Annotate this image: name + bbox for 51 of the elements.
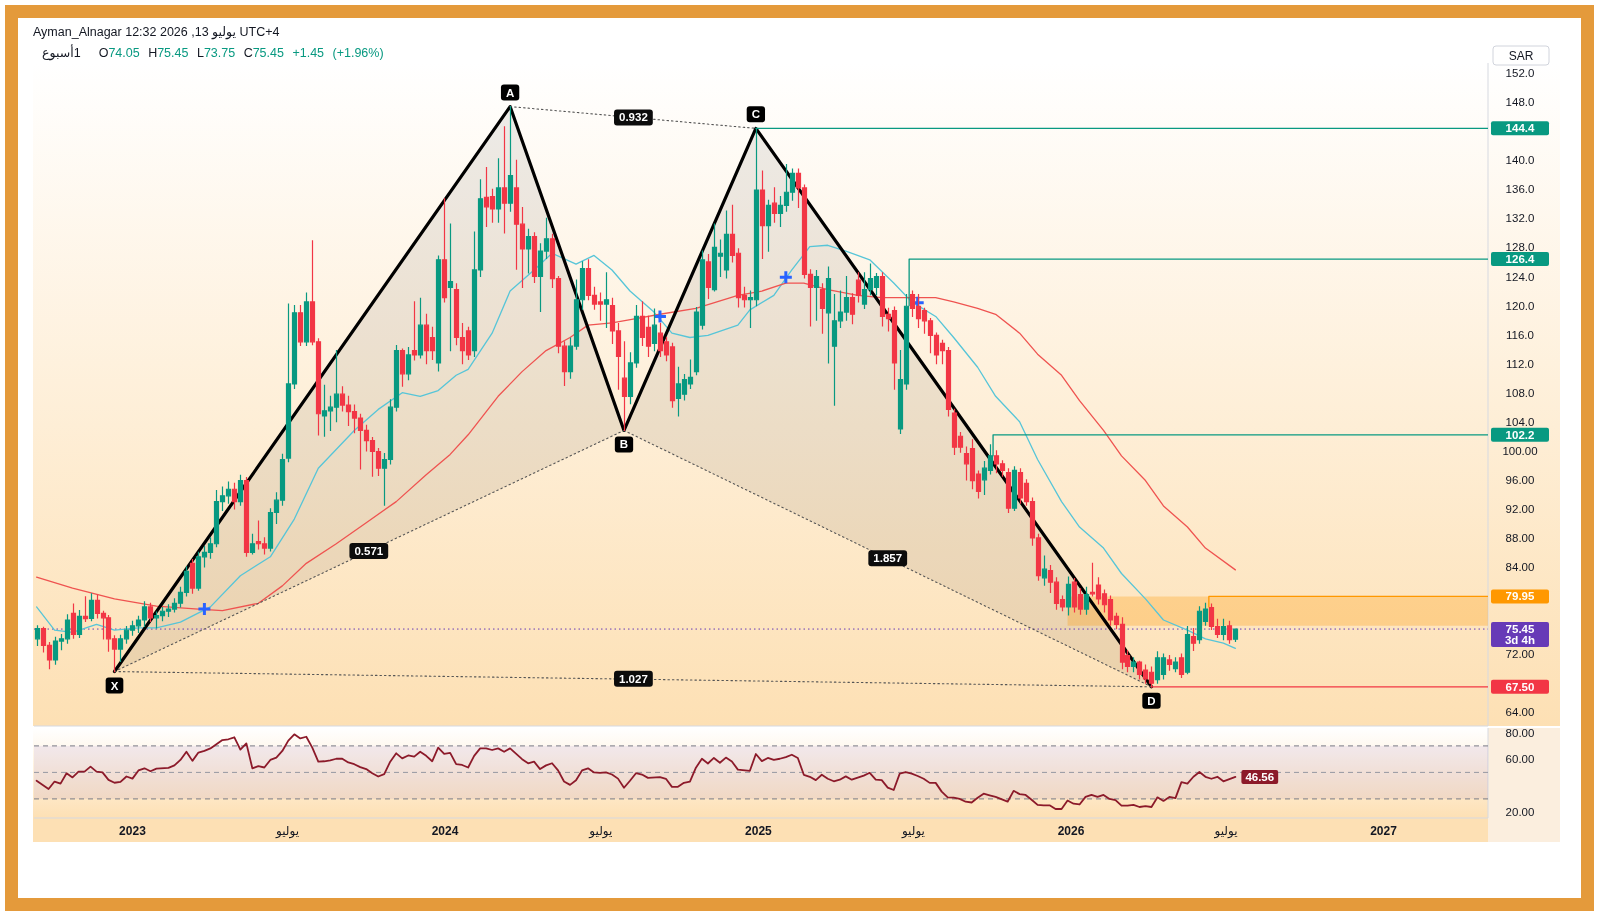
y-tick-label: 84.00 [1505,560,1535,573]
y-tick-label: 148.0 [1505,96,1535,109]
data-label: 144.4 [1505,122,1535,135]
y-tick-label: 88.00 [1505,531,1535,544]
y-tick-label: 132.0 [1505,212,1535,225]
x-tick-label: 2025 [745,824,773,838]
y-tick-label: 92.00 [1505,502,1535,515]
annotation: 1.857 [873,552,903,565]
y-axis-title: SAR [1508,49,1534,63]
x-tick-label: 2027 [1370,824,1398,838]
data-label: 79.95 [1505,590,1535,603]
x-tick-label: 2024 [431,824,459,838]
data-label: X [110,679,119,692]
x-tick-label: يوليو [900,824,925,839]
y-tick-label: 124.0 [1505,270,1535,283]
y-tick-label: 112.0 [1506,357,1534,370]
y-tick-label: 140.0 [1505,154,1535,167]
x-tick-label: 2026 [1057,824,1085,838]
x-tick-label: 2023 [119,824,147,838]
data-label: 102.2 [1505,428,1535,441]
y-tick-label: 64.00 [1505,706,1535,719]
x-tick-label: يوليو [274,824,299,839]
y-tick-label: 60.00 [1505,753,1535,766]
y-tick-label: 152.0 [1505,67,1535,80]
data-label: B [619,438,629,451]
data-label: D [1147,694,1156,707]
y-tick-label: 96.00 [1505,473,1535,486]
annotation: 0.932 [619,111,648,124]
y-tick-label: 116.0 [1506,328,1534,341]
data-label: 46.56 [1245,770,1275,783]
x-tick-label: يوليو [588,824,613,839]
y-tick-label: 72.00 [1505,648,1535,661]
y-tick-label: 100.00 [1502,444,1538,457]
data-label: 126.4 [1505,253,1535,266]
chart-title: 1أسبوع [42,44,81,61]
y-tick-label: 80.00 [1505,726,1535,739]
text: O74.05 H75.45 L73.75 C75.45 +1.45 (+1.96%) [98,46,384,60]
x-tick-label: يوليو [1213,824,1238,839]
text: Ayman_Alnagar 12:32 2026 ,13 يوليو UTC+4 [33,25,280,40]
ref-line-label: 75.45 3d 4h [1504,623,1536,647]
y-tick-label: 104.0 [1505,415,1535,428]
annotation: 0.571 [354,544,384,557]
data-label: A [505,86,515,99]
y-tick-label: 128.0 [1505,241,1535,254]
annotation: 1.027 [619,672,648,685]
y-tick-label: 20.00 [1505,806,1535,819]
y-tick-label: 108.0 [1505,386,1535,399]
data-label: 67.50 [1505,680,1535,693]
y-tick-label: 120.0 [1505,299,1535,312]
y-tick-label: 136.0 [1505,183,1535,196]
data-label: C [751,108,761,121]
